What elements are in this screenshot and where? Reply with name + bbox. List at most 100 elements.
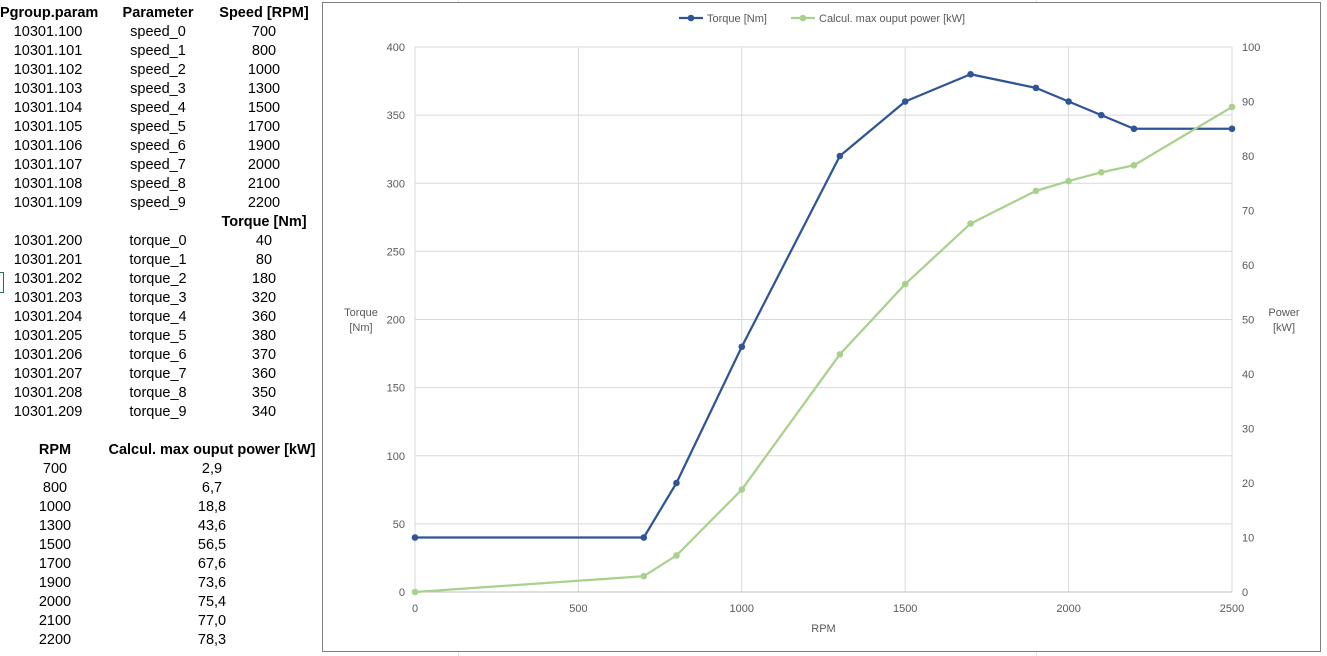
speed-value[interactable]: 2000 — [247, 157, 281, 173]
speed-param-id[interactable]: 10301.100 — [13, 24, 83, 40]
speed-value[interactable]: 800 — [251, 43, 277, 59]
speed-value[interactable]: 1900 — [247, 138, 281, 154]
power-value[interactable]: 18,8 — [197, 499, 227, 515]
torque-value[interactable]: 180 — [251, 271, 277, 287]
header-rpm[interactable]: RPM — [38, 442, 72, 458]
torque-value[interactable]: 360 — [251, 309, 277, 325]
torque-param-id[interactable]: 10301.206 — [13, 347, 83, 363]
speed-param-id[interactable]: 10301.103 — [13, 81, 83, 97]
speed-param-id[interactable]: 10301.101 — [13, 43, 83, 59]
y2-tick-label: 40 — [1242, 369, 1254, 381]
speed-param-id[interactable]: 10301.109 — [13, 195, 83, 211]
torque-param-name[interactable]: torque_5 — [129, 328, 187, 344]
torque-value[interactable]: 350 — [251, 385, 277, 401]
power-rpm-value[interactable]: 800 — [42, 480, 68, 496]
torque-param-id[interactable]: 10301.209 — [13, 404, 83, 420]
torque-param-id[interactable]: 10301.204 — [13, 309, 83, 325]
header-speed[interactable]: Speed [RPM] — [219, 5, 309, 21]
x-tick-label: 2500 — [1220, 603, 1244, 615]
torque-param-name[interactable]: torque_0 — [129, 233, 187, 249]
header-power[interactable]: Calcul. max ouput power [kW] — [108, 442, 316, 458]
power-rpm-value[interactable]: 1900 — [38, 575, 72, 591]
series-point-power — [1065, 177, 1072, 185]
speed-param-name[interactable]: speed_3 — [130, 81, 186, 97]
torque-value[interactable]: 370 — [251, 347, 277, 363]
torque-param-id[interactable]: 10301.208 — [13, 385, 83, 401]
header-parameter[interactable]: Parameter — [122, 5, 194, 21]
speed-value[interactable]: 700 — [251, 24, 277, 40]
power-value[interactable]: 43,6 — [197, 518, 227, 534]
y2-tick-label: 100 — [1242, 42, 1260, 54]
torque-value[interactable]: 380 — [251, 328, 277, 344]
power-value[interactable]: 78,3 — [197, 632, 227, 648]
torque-param-name[interactable]: torque_2 — [129, 271, 187, 287]
speed-param-name[interactable]: speed_5 — [130, 119, 186, 135]
torque-param-id[interactable]: 10301.205 — [13, 328, 83, 344]
y-tick-label: 400 — [387, 42, 405, 54]
torque-param-name[interactable]: torque_1 — [129, 252, 187, 268]
series-point-power — [1228, 103, 1236, 111]
torque-value[interactable]: 80 — [255, 252, 273, 268]
speed-param-id[interactable]: 10301.106 — [13, 138, 83, 154]
torque-param-name[interactable]: torque_3 — [129, 290, 187, 306]
speed-param-name[interactable]: speed_6 — [130, 138, 186, 154]
speed-param-id[interactable]: 10301.105 — [13, 119, 83, 135]
speed-param-id[interactable]: 10301.104 — [13, 100, 83, 116]
y2-tick-label: 20 — [1242, 478, 1254, 490]
speed-value[interactable]: 2100 — [247, 176, 281, 192]
power-rpm-value[interactable]: 1500 — [38, 537, 72, 553]
speed-value[interactable]: 1700 — [247, 119, 281, 135]
speed-param-name[interactable]: speed_0 — [130, 24, 186, 40]
torque-param-name[interactable]: torque_9 — [129, 404, 187, 420]
torque-param-id[interactable]: 10301.202 — [13, 271, 83, 287]
speed-param-name[interactable]: speed_8 — [130, 176, 186, 192]
power-value[interactable]: 56,5 — [197, 537, 227, 553]
series-point-torque — [1130, 125, 1138, 133]
power-rpm-value[interactable]: 2000 — [38, 594, 72, 610]
speed-param-id[interactable]: 10301.107 — [13, 157, 83, 173]
speed-value[interactable]: 2200 — [247, 195, 281, 211]
cell-selection-marker — [0, 272, 4, 293]
torque-value[interactable]: 320 — [251, 290, 277, 306]
power-value[interactable]: 6,7 — [201, 480, 223, 496]
power-rpm-value[interactable]: 700 — [42, 461, 68, 477]
speed-param-name[interactable]: speed_2 — [130, 62, 186, 78]
torque-value[interactable]: 40 — [255, 233, 273, 249]
torque-param-id[interactable]: 10301.203 — [13, 290, 83, 306]
y-tick-label: 150 — [387, 383, 405, 395]
torque-value[interactable]: 340 — [251, 404, 277, 420]
speed-value[interactable]: 1500 — [247, 100, 281, 116]
speed-param-name[interactable]: speed_4 — [130, 100, 186, 116]
header-pgroup-param[interactable]: Pgroup.param — [0, 5, 99, 21]
power-value[interactable]: 67,6 — [197, 556, 227, 572]
torque-param-name[interactable]: torque_8 — [129, 385, 187, 401]
series-point-power — [411, 588, 419, 596]
speed-value[interactable]: 1300 — [247, 81, 281, 97]
power-rpm-value[interactable]: 1700 — [38, 556, 72, 572]
chart-area[interactable]: 0 500 1000 1500 2000 2500 0 50 100 150 200 250 300 35… — [322, 2, 1321, 652]
speed-param-id[interactable]: 10301.102 — [13, 62, 83, 78]
speed-param-name[interactable]: speed_9 — [130, 195, 186, 211]
y2-axis-title: [kW] — [1273, 322, 1295, 334]
torque-param-id[interactable]: 10301.200 — [13, 233, 83, 249]
power-value[interactable]: 75,4 — [197, 594, 227, 610]
power-rpm-value[interactable]: 1000 — [38, 499, 72, 515]
speed-value[interactable]: 1000 — [247, 62, 281, 78]
torque-param-name[interactable]: torque_4 — [129, 309, 187, 325]
power-rpm-value[interactable]: 1300 — [38, 518, 72, 534]
torque-param-name[interactable]: torque_6 — [129, 347, 187, 363]
torque-param-name[interactable]: torque_7 — [129, 366, 187, 382]
speed-param-id[interactable]: 10301.108 — [13, 176, 83, 192]
speed-param-name[interactable]: speed_1 — [130, 43, 186, 59]
speed-param-name[interactable]: speed_7 — [130, 157, 186, 173]
torque-value[interactable]: 360 — [251, 366, 277, 382]
power-rpm-value[interactable]: 2200 — [38, 632, 72, 648]
power-value[interactable]: 77,0 — [197, 613, 227, 629]
torque-param-id[interactable]: 10301.207 — [13, 366, 83, 382]
power-rpm-value[interactable]: 2100 — [38, 613, 72, 629]
series-point-power — [1130, 161, 1138, 169]
power-value[interactable]: 2,9 — [201, 461, 223, 477]
torque-param-id[interactable]: 10301.201 — [13, 252, 83, 268]
power-value[interactable]: 73,6 — [197, 575, 227, 591]
header-torque[interactable]: Torque [Nm] — [221, 214, 307, 230]
